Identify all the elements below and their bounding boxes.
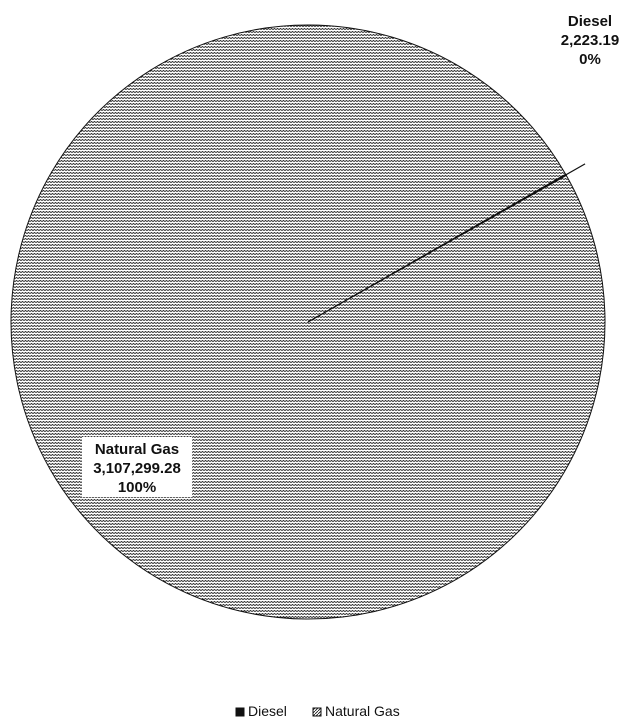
slice-label-natural-gas: Natural Gas 3,107,299.28 100% [82,437,192,497]
leader-lines [307,163,586,323]
legend: Diesel Natural Gas [235,703,400,719]
legend-swatch-diesel [235,707,245,717]
slice-label-natural-gas-name: Natural Gas [95,441,179,458]
slice-label-diesel-percent: 0% [579,51,601,68]
pie-slice-natural-gas [10,24,606,620]
legend-item-diesel: Diesel [235,703,287,719]
slice-label-natural-gas-background [82,437,192,497]
legend-label-natural-gas: Natural Gas [325,703,400,719]
slice-label-diesel-value: 2,223.19 [561,32,619,49]
legend-item-natural-gas: Natural Gas [312,703,400,719]
legend-label-diesel: Diesel [248,703,287,719]
pie-slices [10,24,606,620]
slice-label-natural-gas-value: 3,107,299.28 [93,460,181,477]
slice-label-natural-gas-percent: 100% [118,479,156,496]
legend-swatch-natural-gas [312,707,322,717]
slice-label-diesel-name: Diesel [568,13,612,30]
slice-label-diesel: Diesel 2,223.19 0% [561,13,619,68]
leader-line-diesel [307,163,586,323]
